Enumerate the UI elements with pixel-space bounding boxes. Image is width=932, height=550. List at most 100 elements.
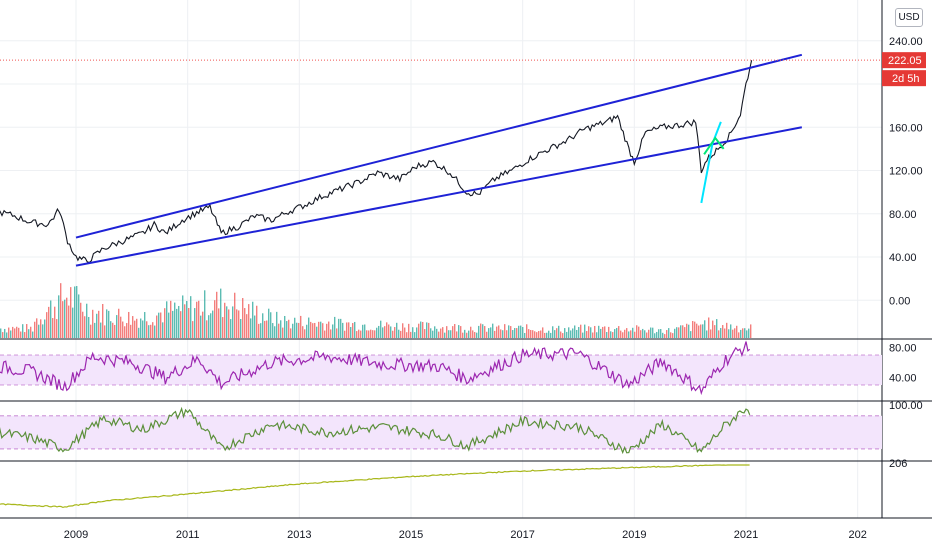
- volume-bar: [452, 326, 454, 338]
- volume-bar: [594, 325, 596, 338]
- volume-bar: [78, 294, 80, 338]
- volume-bar: [22, 324, 24, 338]
- volume-bar: [410, 331, 412, 338]
- volume-bar: [544, 332, 546, 338]
- countdown-badge: [882, 70, 926, 87]
- volume-bar: [660, 329, 662, 338]
- volume-bar: [582, 332, 584, 338]
- volume-bar: [204, 290, 206, 338]
- volume-bar: [304, 329, 306, 338]
- volume-bar: [746, 330, 748, 338]
- volume-bar: [636, 325, 638, 338]
- rsi-tick-label: 40.00: [889, 373, 917, 385]
- stoch-line: [0, 406, 751, 455]
- volume-bar: [626, 328, 628, 338]
- currency-button[interactable]: USD: [895, 8, 923, 27]
- volume-bar: [664, 334, 666, 338]
- volume-bar: [70, 287, 72, 338]
- volume-bar: [710, 329, 712, 338]
- volume-bar: [300, 315, 302, 338]
- volume-bar: [670, 332, 672, 338]
- volume-bar: [296, 322, 298, 338]
- volume-bar: [266, 320, 268, 338]
- volume-bar: [116, 315, 118, 338]
- volume-bar: [4, 328, 6, 338]
- volume-bar: [332, 324, 334, 338]
- volume-bar: [500, 329, 502, 338]
- volume-bar: [588, 326, 590, 338]
- volume-bar: [420, 321, 422, 338]
- volume-bar: [552, 326, 554, 338]
- rsi-line: [0, 341, 751, 396]
- volume-bar: [234, 292, 236, 338]
- volume-bar: [18, 327, 20, 338]
- volume-bar: [140, 318, 142, 338]
- x-tick-label: 2009: [64, 529, 88, 541]
- volume-bar: [6, 332, 8, 338]
- volume-bar: [462, 332, 464, 338]
- volume-bar: [702, 324, 704, 338]
- price-tick-label: 160.00: [889, 122, 923, 134]
- volume-bar: [16, 326, 18, 338]
- volume-bar: [274, 326, 276, 338]
- volume-bar: [216, 291, 218, 338]
- volume-bar: [494, 330, 496, 338]
- price-series-line: [0, 60, 753, 264]
- volume-bar: [580, 324, 582, 338]
- volume-bar: [524, 332, 526, 338]
- volume-bar: [224, 302, 226, 338]
- volume-bar: [404, 327, 406, 338]
- volume-bar: [414, 332, 416, 338]
- volume-bar: [370, 329, 372, 338]
- volume-bar: [270, 312, 272, 338]
- volume-bar: [390, 326, 392, 338]
- volume-bar: [144, 312, 146, 338]
- volume-bar: [66, 297, 68, 338]
- volume-bar: [616, 327, 618, 338]
- volume-bar: [190, 296, 192, 338]
- volume-bar: [534, 331, 536, 338]
- volume-bar: [460, 326, 462, 338]
- volume-bar: [68, 305, 70, 338]
- volume-bar: [210, 313, 212, 338]
- volume-bar: [680, 325, 682, 338]
- volume-bar: [550, 332, 552, 338]
- volume-bar: [482, 324, 484, 338]
- volume-bar: [152, 322, 154, 338]
- volume-bar: [480, 323, 482, 338]
- volume-bar: [258, 323, 260, 338]
- volume-bar: [684, 327, 686, 338]
- volume-bar: [564, 328, 566, 338]
- volume-bar: [662, 332, 664, 338]
- volume-bar: [288, 319, 290, 338]
- volume-bar: [548, 330, 550, 338]
- volume-bar: [176, 308, 178, 338]
- volume-bar: [330, 329, 332, 338]
- volume-bar: [280, 320, 282, 338]
- volume-bar: [48, 306, 50, 338]
- volume-bar: [386, 322, 388, 338]
- volume-bar: [106, 309, 108, 338]
- volume-bar: [622, 332, 624, 338]
- volume-bar: [290, 328, 292, 338]
- countdown-label: 2d 5h: [892, 73, 920, 85]
- volume-bar: [696, 323, 698, 338]
- volume-bar: [198, 300, 200, 338]
- x-tick-label: 2017: [510, 529, 534, 541]
- volume-bar: [94, 322, 96, 338]
- volume-bar: [606, 332, 608, 338]
- volume-bar: [412, 327, 414, 338]
- volume-bar: [324, 330, 326, 338]
- volume-bar: [2, 332, 4, 338]
- volume-bar: [576, 329, 578, 338]
- volume-bar: [584, 324, 586, 338]
- volume-bar: [136, 318, 138, 338]
- volume-bar: [108, 310, 110, 338]
- volume-bar: [666, 330, 668, 338]
- volume-bar: [396, 322, 398, 338]
- volume-bar: [444, 332, 446, 338]
- volume-bar: [728, 329, 730, 338]
- volume-bar: [734, 328, 736, 338]
- volume-bar: [192, 321, 194, 338]
